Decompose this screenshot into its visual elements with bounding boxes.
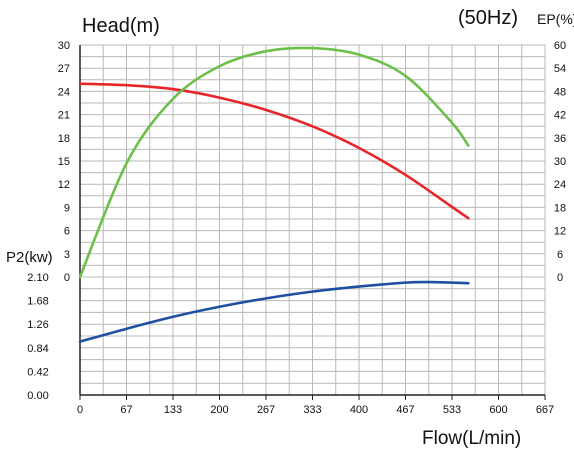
p2-tick-label: 1.26 xyxy=(27,319,48,331)
head-tick-label: 3 xyxy=(64,249,70,261)
x-tick-label: 267 xyxy=(257,404,275,416)
head-tick-label: 27 xyxy=(58,63,70,75)
p2-tick-label: 2.10 xyxy=(27,272,48,284)
axes xyxy=(79,45,546,400)
p2-tick-label: 1.68 xyxy=(27,296,48,308)
ep-tick-label: 30 xyxy=(554,156,566,168)
ep-tick-label: 6 xyxy=(557,249,563,261)
p2-axis-label: P2(kw) xyxy=(6,249,53,266)
ep-tick-label: 36 xyxy=(554,133,566,145)
head-tick-label: 30 xyxy=(58,40,70,52)
head-tick-label: 9 xyxy=(64,202,70,214)
head-tick-label: 24 xyxy=(58,86,70,98)
ep-tick-label: 18 xyxy=(554,202,566,214)
ep-tick-label: 0 xyxy=(557,272,563,284)
x-tick-label: 333 xyxy=(303,404,321,416)
ep-tick-label: 60 xyxy=(554,40,566,52)
head-curve-line xyxy=(78,82,470,220)
head-tick-label: 18 xyxy=(58,133,70,145)
head-tick-label: 15 xyxy=(58,156,70,168)
x-tick-label: 467 xyxy=(396,404,414,416)
x-tick-label: 667 xyxy=(536,404,554,416)
ep-tick-label: 24 xyxy=(554,179,566,191)
head-tick-label: 12 xyxy=(58,179,70,191)
x-tick-label: 533 xyxy=(443,404,461,416)
x-tick-label: 600 xyxy=(489,404,507,416)
ep-tick-label: 54 xyxy=(554,63,566,75)
head-axis-label: Head(m) xyxy=(82,15,160,37)
head-tick-label: 6 xyxy=(64,226,70,238)
x-tick-label: 67 xyxy=(120,404,132,416)
efficiency-curve-line xyxy=(78,46,470,279)
p2-tick-label: 0.84 xyxy=(27,343,48,355)
grid xyxy=(79,44,546,396)
ep-tick-label: 12 xyxy=(554,226,566,238)
p2-tick-label: 0.00 xyxy=(27,390,48,402)
frequency-annotation: (50Hz) xyxy=(458,7,518,29)
head-tick-label: 0 xyxy=(64,272,70,284)
series-lines xyxy=(78,46,470,343)
power-curve-line xyxy=(78,280,470,343)
x-tick-label: 200 xyxy=(210,404,228,416)
x-axis-label: Flow(L/min) xyxy=(422,428,521,449)
p2-tick-label: 0.42 xyxy=(27,366,48,378)
tick-labels: 0 67 133 200 267 333 400 467 533 600 6670369121518… xyxy=(27,40,566,416)
x-tick-label: 133 xyxy=(164,404,182,416)
x-tick-label: 400 xyxy=(350,404,368,416)
head-tick-label: 21 xyxy=(58,110,70,122)
ep-tick-label: 42 xyxy=(554,110,566,122)
ep-axis-label: EP(%) xyxy=(537,11,574,27)
x-tick-label: 0 xyxy=(77,404,83,416)
ep-tick-label: 48 xyxy=(554,86,566,98)
